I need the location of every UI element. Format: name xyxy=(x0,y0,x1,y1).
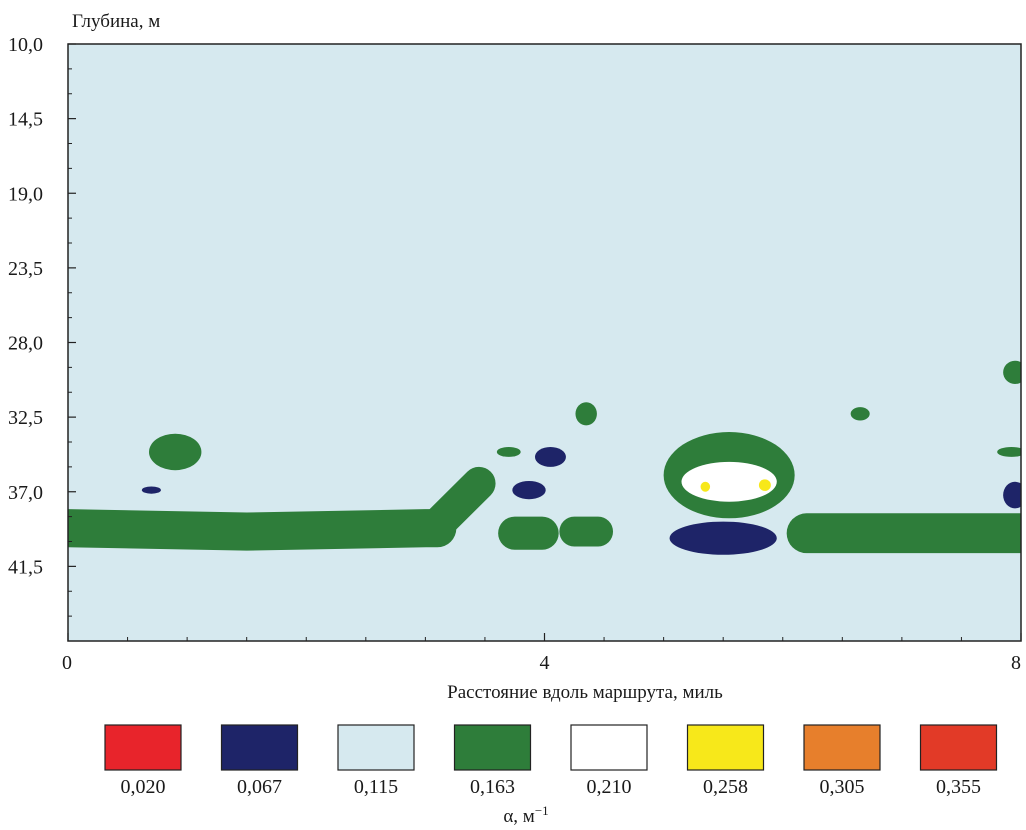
heatmap-regions xyxy=(68,360,1021,555)
legend-swatch xyxy=(686,724,765,771)
region-1 xyxy=(420,466,496,542)
colorbar-title-base: α, м xyxy=(503,806,534,827)
x-tick-label: 4 xyxy=(540,652,550,674)
region-9 xyxy=(1003,360,1021,384)
region-7 xyxy=(496,446,521,457)
x-axis-title: Расстояние вдоль маршрута, миль xyxy=(447,682,723,703)
legend-label: 0,355 xyxy=(936,776,981,798)
legend-label: 0,210 xyxy=(587,776,632,798)
region-0 xyxy=(68,509,457,551)
region-14 xyxy=(758,479,771,491)
colorbar-title-exponent: −1 xyxy=(535,803,549,818)
legend-swatch xyxy=(337,724,415,771)
y-tick-label: 28,0 xyxy=(8,333,43,355)
x-tick-label: 0 xyxy=(62,652,72,674)
region-5 xyxy=(149,433,202,471)
region-12 xyxy=(681,461,777,502)
region-8 xyxy=(850,407,870,421)
y-axis: 10,0 14,5 19,0 23,5 28,0 32,5 37,0 41,5 xyxy=(8,34,76,642)
legend-label: 0,020 xyxy=(121,776,166,798)
region-19 xyxy=(1003,481,1021,509)
legend-swatch xyxy=(220,724,299,771)
region-13 xyxy=(700,481,711,492)
region-6 xyxy=(575,402,597,426)
legend-label: 0,258 xyxy=(703,776,748,798)
y-tick-label: 23,5 xyxy=(8,258,43,280)
legend-label: 0,115 xyxy=(354,776,398,798)
region-16 xyxy=(534,446,566,467)
legend-label: 0,163 xyxy=(470,776,515,798)
legend-label: 0,305 xyxy=(820,776,865,798)
y-tick-label: 37,0 xyxy=(8,482,43,504)
y-tick-label: 41,5 xyxy=(8,556,43,578)
legend-swatch xyxy=(453,724,532,771)
legend-swatch xyxy=(919,724,998,771)
y-tick-label: 32,5 xyxy=(8,407,43,429)
region-10 xyxy=(997,446,1021,457)
region-18 xyxy=(141,486,161,494)
legend-swatch xyxy=(570,724,648,771)
x-tick-label: 8 xyxy=(1011,652,1021,674)
legend-swatch xyxy=(803,724,881,771)
region-17 xyxy=(512,480,546,500)
x-axis: 0 4 8 xyxy=(62,633,1022,674)
y-axis-title: Глубина, м xyxy=(72,11,160,32)
region-15 xyxy=(669,521,777,555)
y-tick-label: 19,0 xyxy=(8,183,43,205)
y-tick-label: 10,0 xyxy=(8,34,43,56)
y-tick-label: 14,5 xyxy=(8,109,43,131)
legend-swatch xyxy=(104,724,182,771)
colorbar-title: α, м−1 xyxy=(503,803,548,827)
colorbar-legend: 0,020 0,067 0,115 0,163 0,210 0,258 0,305 0,355 xyxy=(104,724,998,798)
legend-label: 0,067 xyxy=(237,776,282,798)
